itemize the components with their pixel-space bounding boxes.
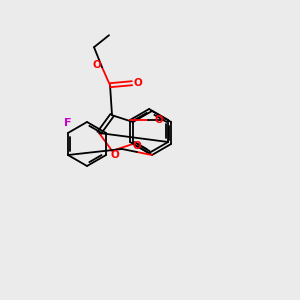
Text: O: O xyxy=(111,150,119,160)
Text: O: O xyxy=(93,60,101,70)
Text: O: O xyxy=(134,78,142,88)
Text: F: F xyxy=(64,118,72,128)
Text: O: O xyxy=(154,115,163,125)
Text: O: O xyxy=(133,141,141,151)
